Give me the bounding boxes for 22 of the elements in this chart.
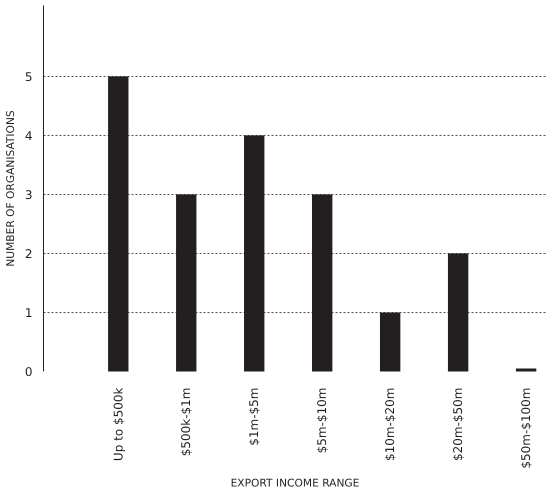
x-tick-label: $10m-$20m: [383, 387, 398, 462]
x-tick-label: $1m-$5m: [247, 388, 262, 446]
x-tick-label: $5m-$10m: [315, 387, 330, 454]
bar: [312, 194, 332, 372]
y-axis-title: NUMBER OF ORGANISATIONS: [4, 110, 17, 267]
bar: [380, 312, 400, 372]
bar: [448, 253, 468, 372]
x-tick-label: $20m-$50m: [451, 387, 466, 462]
x-tick-label: Up to $500k: [111, 387, 126, 462]
bar: [176, 194, 196, 372]
y-tick-label: 0: [24, 365, 33, 379]
x-tick-label: $50m-$100m: [519, 387, 534, 469]
y-tick-label: 1: [24, 306, 33, 320]
x-tick-label: $500k-$1m: [179, 387, 194, 456]
bar: [244, 135, 264, 372]
y-tick-label: 3: [24, 188, 33, 202]
y-tick-label: 4: [24, 128, 33, 143]
x-axis-title: EXPORT INCOME RANGE: [230, 476, 360, 490]
bar: [108, 76, 128, 372]
y-tick-label: 5: [24, 70, 33, 84]
bar: [516, 368, 536, 372]
y-tick-label: 2: [24, 246, 33, 261]
